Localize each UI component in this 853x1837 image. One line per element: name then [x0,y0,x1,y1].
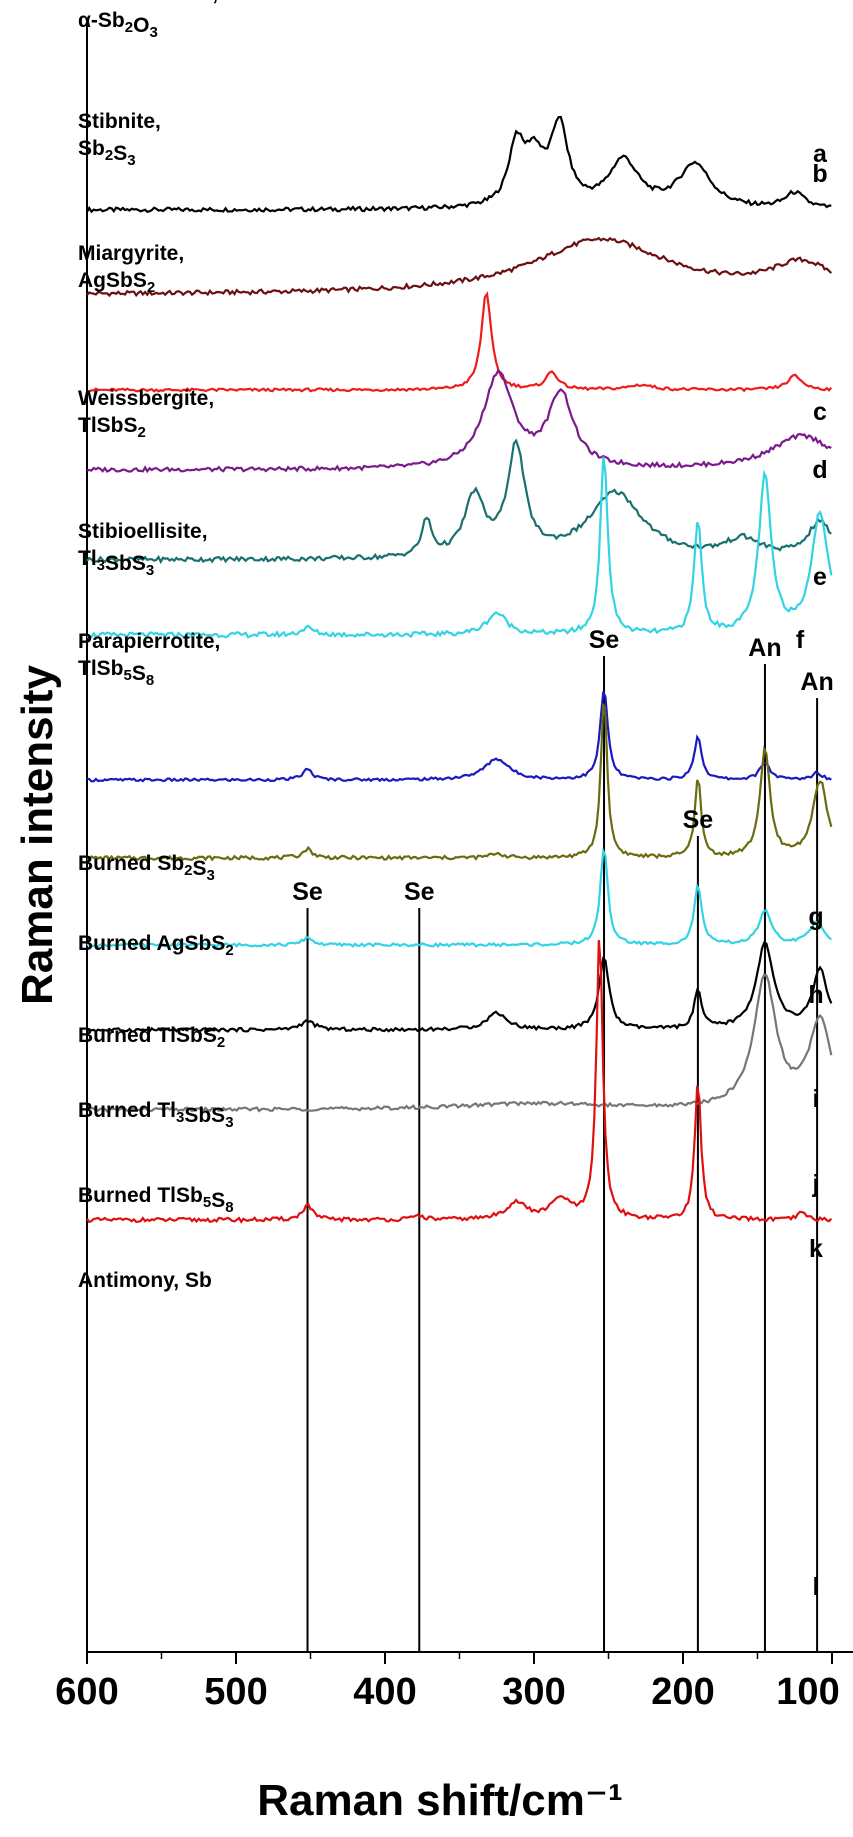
label-j-line1: Burned TlSb5S8 [78,1184,234,1216]
label-k-line1: Antimony, Sb [78,1269,212,1292]
letter-i: i [813,1085,820,1113]
label-f-line1: Burned Sb2S3 [78,852,215,884]
label-c-line1: Weissbergite, [78,387,214,410]
peak-annotation-3: Se [589,626,620,654]
peak-annotation-4: Se [683,806,714,834]
curve-g [86,691,832,783]
curve-h [86,703,833,862]
label-d-line1: Stibioellisite, [78,520,208,543]
label-l-line2: α-Sb2O3 [78,9,158,41]
x-tick-label-400: 400 [353,1671,416,1713]
letter-k: k [809,1235,823,1263]
curve-i [86,846,832,949]
letter-a: a [813,140,828,168]
label-i-line1: Burned Tl3SbS3 [78,1099,234,1131]
y-axis-title: Raman intensity [13,665,62,1005]
letter-j: j [812,1170,820,1198]
label-a-line1: Stibnite, [78,110,161,133]
letter-e: e [813,563,827,591]
peak-annotations: Se Se Se Se An An [292,626,834,906]
curve-a [86,115,832,214]
x-ticks: 600 500 400 300 200 100 [55,1652,840,1713]
x-tick-label-500: 500 [204,1671,267,1713]
reference-lines [306,656,819,1652]
curve-f [86,456,833,639]
x-tick-label-100: 100 [776,1671,839,1713]
label-b-line1: Miargyrite, [78,242,184,265]
letter-h: h [808,981,823,1009]
peak-annotation-6: An [800,668,833,696]
curve-k [86,973,833,1113]
letter-f: f [796,626,805,654]
sample-labels: Stibnite, Sb2S3 Miargyrite, AgSbS2 Weissberg… [78,0,234,1292]
x-axis-title: Raman shift/cm⁻¹ [257,1776,623,1825]
label-a-line2: Sb2S3 [78,137,136,169]
x-tick-label-300: 300 [502,1671,565,1713]
label-e-line2: TlSb5S8 [78,657,154,689]
peak-annotation-5: An [748,634,781,662]
label-g-line1: Burned AgSbS2 [78,932,234,959]
label-c-line2: TlSbS2 [78,414,146,441]
letter-b: b [812,160,827,188]
letter-g: g [808,903,823,931]
curve-c [86,291,833,393]
peak-annotation-1: Se [292,878,323,906]
label-b-line2: AgSbS2 [78,269,155,296]
label-d-line2: Tl3SbS3 [78,547,154,579]
letter-c: c [813,398,827,426]
curve-letters: ab c d e f g h i j k l [796,140,828,1601]
curve-l [86,940,833,1224]
curve-b [86,236,833,298]
curve-d [86,368,832,474]
letter-l: l [813,1573,820,1601]
label-l-line1: Senarmontite, [78,0,218,5]
x-tick-label-200: 200 [651,1671,714,1713]
peak-annotation-2: Se [404,878,435,906]
label-e-line1: Parapierrotite, [78,630,220,653]
curve-j [86,941,833,1033]
curve-e [86,438,832,565]
letter-d: d [812,456,827,484]
label-h-line1: Burned TlSbS2 [78,1024,225,1051]
plot-frame [86,18,853,1653]
x-tick-label-600: 600 [55,1671,118,1713]
spectra-curves [86,115,833,1224]
